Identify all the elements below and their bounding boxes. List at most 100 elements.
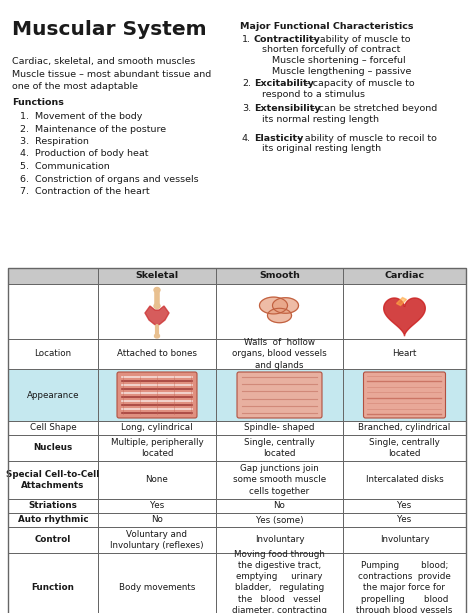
Bar [8,435,98,461]
Bar [343,421,466,435]
Text: Muscle shortening – forceful: Muscle shortening – forceful [272,56,406,65]
Polygon shape [396,297,407,305]
Bar [98,435,216,461]
Bar [216,339,343,369]
Text: No: No [273,501,285,511]
Text: Body movements: Body movements [119,584,195,593]
Text: Yes (some): Yes (some) [255,516,303,525]
Bar [8,268,98,284]
Text: 3.: 3. [242,104,251,113]
Ellipse shape [155,334,159,338]
Text: – ability of muscle to recoil to: – ability of muscle to recoil to [294,134,437,143]
Text: Branched, cylindrical: Branched, cylindrical [358,424,451,433]
Bar [98,513,216,527]
Text: 4.: 4. [242,134,251,143]
Text: Skeletal: Skeletal [136,272,179,281]
Bar [98,553,216,613]
Bar [216,513,343,527]
Bar [216,527,343,553]
Text: Special Cell-to-Cell
Attachments: Special Cell-to-Cell Attachments [6,470,100,490]
Text: 3.  Respiration: 3. Respiration [20,137,89,146]
Polygon shape [267,308,292,322]
Bar [8,268,466,613]
Text: its normal resting length: its normal resting length [262,115,379,124]
Text: – can be stretched beyond: – can be stretched beyond [308,104,437,113]
Bar [98,284,216,339]
Text: Involuntary: Involuntary [255,536,304,544]
Text: Location: Location [35,349,72,359]
Text: Auto rhythmic: Auto rhythmic [18,516,88,525]
Polygon shape [273,298,299,313]
Text: Spindle- shaped: Spindle- shaped [244,424,315,433]
Bar [8,421,98,435]
Bar [216,435,343,461]
Text: No: No [151,516,163,525]
Text: Cardiac, skeletal, and smooth muscles: Cardiac, skeletal, and smooth muscles [12,57,195,66]
Bar [343,369,466,421]
Text: Muscle tissue – most abundant tissue and
one of the most adaptable: Muscle tissue – most abundant tissue and… [12,70,211,91]
Text: shorten forcefully of contract: shorten forcefully of contract [262,45,401,55]
Bar [343,461,466,499]
FancyBboxPatch shape [237,372,322,418]
Text: Elasticity: Elasticity [254,134,303,143]
Text: 2.  Maintenance of the posture: 2. Maintenance of the posture [20,124,166,134]
Polygon shape [259,297,288,314]
Text: Heart: Heart [392,349,417,359]
Bar [8,284,98,339]
Text: Attached to bones: Attached to bones [117,349,197,359]
Text: Cardiac: Cardiac [384,272,425,281]
Text: Gap junctions join
some smooth muscle
cells together: Gap junctions join some smooth muscle ce… [233,465,326,495]
Text: 1.: 1. [242,35,251,44]
Bar [216,553,343,613]
Text: 1.  Movement of the body: 1. Movement of the body [20,112,142,121]
Bar [8,499,98,513]
Text: 5.  Communication: 5. Communication [20,162,110,171]
Text: Excitability: Excitability [254,79,314,88]
Bar [343,268,466,284]
Text: Single, centrally
located: Single, centrally located [244,438,315,458]
Bar [98,499,216,513]
Bar [216,369,343,421]
Text: Moving food through
the digestive tract,
emptying     urinary
bladder,   regulat: Moving food through the digestive tract,… [232,550,327,613]
Text: – ability of muscle to: – ability of muscle to [309,35,410,44]
Text: Extensibility: Extensibility [254,104,320,113]
Bar [343,527,466,553]
Text: Yes: Yes [397,516,411,525]
Bar [98,527,216,553]
Ellipse shape [154,303,160,308]
Bar [8,369,98,421]
Text: Appearance: Appearance [27,390,79,400]
Bar [8,339,98,369]
Text: 7.  Contraction of the heart: 7. Contraction of the heart [20,187,150,196]
Bar [216,499,343,513]
Bar [98,461,216,499]
Text: Intercalated disks: Intercalated disks [365,476,443,484]
Text: Yes: Yes [150,501,164,511]
Bar [216,461,343,499]
Text: Striations: Striations [28,501,77,511]
Text: Nucleus: Nucleus [33,443,73,452]
Text: Single, centrally
located: Single, centrally located [369,438,440,458]
Text: Control: Control [35,536,71,544]
Bar [8,513,98,527]
Text: Multiple, peripherally
located: Multiple, peripherally located [111,438,203,458]
Bar [98,339,216,369]
Text: Functions: Functions [12,98,64,107]
Text: Muscle lengthening – passive: Muscle lengthening – passive [272,66,411,75]
Text: Muscular System: Muscular System [12,20,207,39]
Bar [8,553,98,613]
Text: None: None [146,476,168,484]
Text: Walls  of  hollow
organs, blood vessels
and glands: Walls of hollow organs, blood vessels an… [232,338,327,370]
Text: Major Functional Characteristics: Major Functional Characteristics [240,22,413,31]
Text: Involuntary: Involuntary [380,536,429,544]
Bar [216,421,343,435]
Bar [216,284,343,339]
Bar [343,553,466,613]
FancyBboxPatch shape [117,372,197,418]
Bar [216,268,343,284]
Text: Pumping        blood;
contractions  provide
the major force for
propelling      : Pumping blood; contractions provide the … [356,562,453,613]
Bar [343,284,466,339]
FancyBboxPatch shape [364,372,446,418]
Text: Yes: Yes [397,501,411,511]
Text: respond to a stimulus: respond to a stimulus [262,89,365,99]
